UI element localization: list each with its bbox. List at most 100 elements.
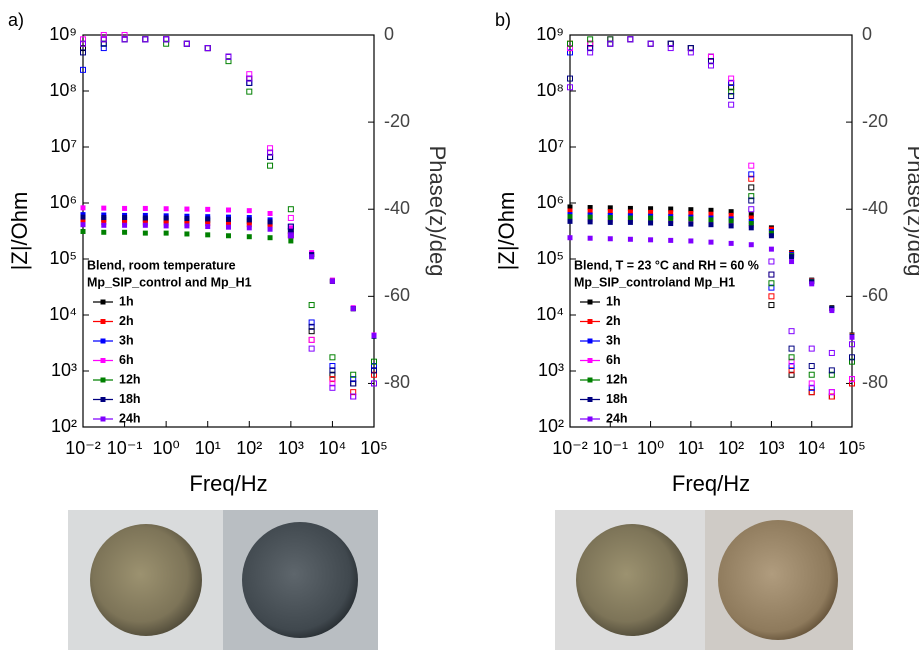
phase-point [121, 32, 128, 38]
impedance-point [101, 212, 107, 218]
phase-point [371, 367, 377, 374]
chart: a) Freq/Hz |Z|/Ohm Phase(z)/deg 10⁻² 10⁻¹ 10⁰ 1… [7, 10, 450, 496]
legend-marker [587, 299, 593, 305]
phase-point [808, 371, 815, 378]
impedance-point [205, 216, 211, 222]
y2-tick-label: -40 [384, 198, 410, 218]
phase-point [849, 376, 855, 383]
phase-point [788, 345, 795, 352]
y2-tick-label: -60 [862, 285, 888, 305]
panel-label: b) [495, 10, 511, 30]
phase-point [607, 36, 614, 43]
photos [68, 510, 853, 650]
phase-point [287, 214, 294, 221]
phase-point [748, 162, 755, 169]
impedance-point [668, 210, 674, 216]
phase-point [748, 175, 755, 182]
impedance-point [627, 209, 633, 215]
y-axis-label: |Z|/Ohm [7, 192, 32, 271]
impedance-point [728, 218, 734, 224]
y-tick-label: 10² [51, 416, 77, 436]
impedance-point [163, 206, 169, 212]
legend-marker [587, 319, 593, 324]
phase-point [647, 40, 654, 47]
phase-point [828, 371, 835, 378]
legend-label: 12h [606, 372, 628, 386]
phase-point [687, 45, 694, 52]
phase-point [728, 88, 735, 95]
impedance-point [688, 210, 694, 216]
impedance-point [163, 230, 169, 236]
chart: b) Freq/Hz |Z|/Ohm Phase(z)/deg 10⁻² 10⁻¹ 10⁰ 1… [494, 10, 919, 496]
phase-point [808, 389, 815, 396]
y-tick-label: 10⁶ [50, 192, 77, 212]
impedance-point [122, 219, 128, 225]
phase-point [647, 40, 654, 47]
legend-label: 2h [606, 314, 621, 328]
legend-label: 2h [119, 314, 134, 328]
phase-point [627, 36, 634, 43]
phase-point [567, 84, 573, 91]
phase-point [121, 36, 128, 43]
phase-point [329, 363, 336, 370]
phase-point [100, 36, 107, 43]
impedance-point [122, 215, 128, 221]
y2-tick-label: -60 [384, 285, 410, 305]
impedance-point [648, 220, 654, 226]
impedance-point [648, 215, 654, 221]
phase-point [748, 193, 755, 200]
phase-point [808, 345, 815, 352]
phase-point [308, 345, 315, 352]
impedance-point [163, 215, 169, 221]
phase-point [627, 36, 634, 43]
legend-title: Blend, T = 23 °C and RH = 60 % [574, 258, 759, 272]
phase-point [204, 45, 211, 52]
legend-label: 18h [119, 392, 141, 406]
impedance-point [708, 222, 714, 228]
phase-point [267, 145, 274, 152]
phase-point [647, 40, 654, 47]
phase-point [204, 45, 211, 52]
impedance-point [246, 217, 252, 223]
phase-point [567, 40, 573, 47]
impedance-point [142, 205, 148, 211]
x-tick-label: 10⁰ [153, 438, 180, 458]
impedance-point [789, 254, 795, 260]
impedance-point [607, 219, 613, 225]
phase-point [163, 40, 170, 47]
phase-point [728, 92, 735, 99]
impedance-point [567, 204, 573, 210]
impedance-point [205, 232, 211, 238]
impedance-point [142, 215, 148, 221]
phase-point [828, 393, 835, 400]
phase-point [768, 280, 775, 287]
phase-point [788, 363, 795, 370]
legend-label: 12h [119, 372, 141, 386]
impedance-point [567, 208, 573, 214]
impedance-point [688, 238, 694, 244]
phase-point [627, 36, 634, 43]
impedance-point [728, 212, 734, 218]
legend-marker [100, 338, 106, 344]
sample-disc [576, 524, 688, 636]
legend-marker [587, 377, 593, 383]
impedance-point [607, 215, 613, 221]
phase-point [687, 49, 694, 56]
impedance-point [80, 205, 86, 211]
phase-point [707, 53, 714, 60]
y-tick-label: 10³ [538, 360, 564, 380]
impedance-point [567, 214, 573, 220]
y-tick-label: 10⁹ [49, 24, 77, 44]
phase-point [142, 36, 149, 43]
phase-point [788, 367, 795, 374]
y-tick-label: 10⁶ [537, 192, 564, 212]
impedance-point [80, 214, 86, 220]
impedance-point [225, 221, 231, 227]
impedance-point [246, 234, 252, 240]
impedance-point [267, 235, 273, 241]
phase-point [828, 367, 835, 374]
x-tick-label: 10⁵ [360, 438, 387, 458]
impedance-point [184, 223, 190, 229]
impedance-point [309, 254, 315, 260]
